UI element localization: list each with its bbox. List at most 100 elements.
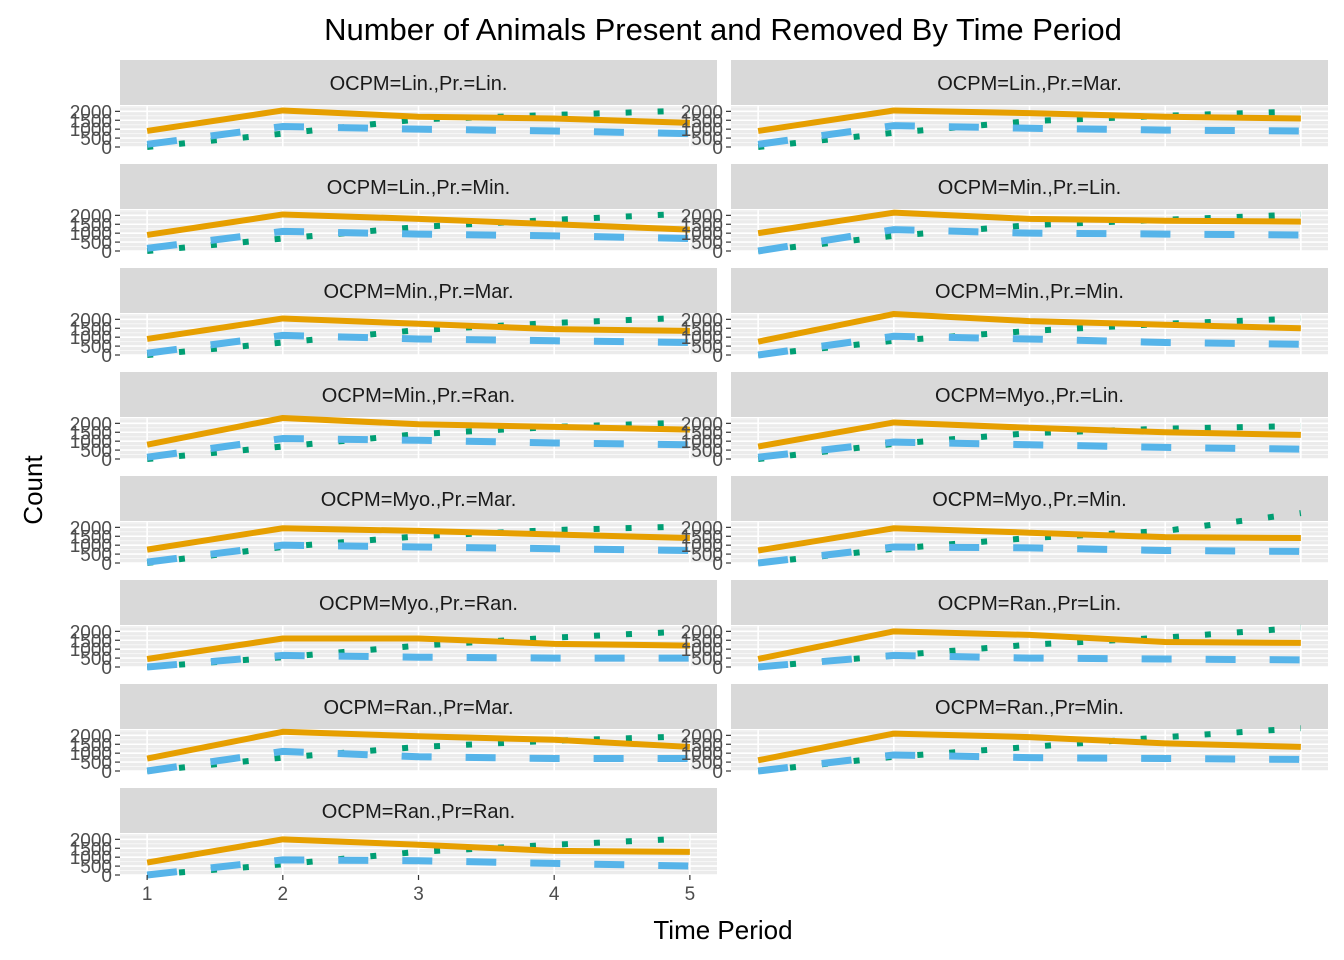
series-line-orange [146, 635, 690, 662]
y-tick-label: 2000 [681, 726, 723, 747]
y-tick-label: 500 [80, 857, 112, 878]
series-line-green [757, 725, 1302, 774]
y-tick-label: 2000 [681, 622, 723, 643]
chart-title: Number of Animals Present and Removed By… [324, 12, 1122, 47]
y-tick-label: 0 [101, 762, 112, 783]
y-tick-label: 1000 [70, 536, 112, 557]
series-line-green [146, 835, 691, 878]
y-tick-label: 1500 [70, 111, 112, 132]
facet-strip-label: OCPM=Myo.,Pr.=Lin. [935, 385, 1124, 407]
y-tick-label: 1500 [681, 735, 723, 756]
series-line-blue [146, 331, 690, 357]
facet-strip [120, 372, 717, 417]
series-line-blue [757, 438, 1301, 461]
series-line-orange [757, 107, 1301, 134]
y-tick-label: 1500 [70, 839, 112, 860]
facet-strip [731, 164, 1328, 209]
y-tick-label: 1500 [70, 735, 112, 756]
facet-strip-label: OCPM=Lin.,Pr.=Min. [327, 177, 510, 199]
facet-strip-label: OCPM=Myo.,Pr.=Min. [932, 489, 1127, 511]
series-line-blue [757, 751, 1301, 775]
y-tick-label: 500 [80, 129, 112, 150]
y-tick-label: 1000 [70, 120, 112, 141]
facet-strip [731, 60, 1328, 105]
y-tick-label: 0 [712, 138, 723, 159]
series-line-green [146, 314, 690, 358]
y-tick-label: 1000 [70, 744, 112, 765]
y-tick-label: 0 [101, 658, 112, 679]
series-line-green [757, 315, 1301, 358]
facet-strip [120, 684, 717, 729]
series-line-orange [757, 209, 1301, 237]
x-tick-label: 2 [278, 884, 289, 905]
facet-strip-label: OCPM=Myo.,Pr.=Mar. [321, 489, 517, 511]
y-tick-label: 2000 [70, 102, 112, 123]
y-tick-label: 500 [691, 337, 723, 358]
facet-strip [731, 476, 1328, 521]
y-tick-label: 500 [691, 233, 723, 254]
series-line-green [146, 628, 691, 670]
y-tick-label: 1000 [681, 640, 723, 661]
facet-strip-label: OCPM=Ran.,Pr=Ran. [322, 801, 515, 823]
series-line-orange [146, 211, 690, 238]
y-tick-label: 0 [712, 242, 723, 263]
y-tick-label: 1000 [70, 848, 112, 869]
y-tick-label: 0 [101, 450, 112, 471]
facet-strip-label: OCPM=Min.,Pr.=Mar. [323, 281, 513, 303]
y-tick-label: 1000 [681, 120, 723, 141]
series-line-orange [757, 419, 1301, 450]
facet-strip-label: OCPM=Ran.,Pr=Lin. [938, 593, 1121, 615]
y-tick-label: 500 [80, 441, 112, 462]
y-tick-label: 0 [101, 866, 112, 887]
series-line-blue [146, 541, 690, 566]
series-line-orange [146, 728, 691, 762]
facet-strip [731, 580, 1328, 625]
series-line-green [757, 423, 1301, 462]
series-line-blue [146, 227, 690, 252]
y-tick-label: 500 [691, 753, 723, 774]
series-line-blue [757, 543, 1301, 567]
y-tick-label: 1500 [70, 631, 112, 652]
y-tick-label: 0 [101, 554, 112, 575]
y-tick-label: 1000 [70, 432, 112, 453]
y-tick-label: 500 [80, 337, 112, 358]
facet-strip-label: OCPM=Min.,Pr.=Ran. [322, 385, 515, 407]
y-tick-label: 1000 [681, 744, 723, 765]
facet-strip [731, 372, 1328, 417]
y-tick-label: 1500 [681, 319, 723, 340]
series-line-green [146, 523, 690, 566]
series-line-blue [146, 651, 690, 671]
y-tick-label: 2000 [70, 518, 112, 539]
series-line-orange [757, 311, 1301, 345]
y-tick-label: 1500 [681, 423, 723, 444]
series-line-green [146, 210, 691, 254]
y-tick-label: 2000 [681, 102, 723, 123]
facet-strip-label: OCPM=Min.,Pr.=Min. [935, 281, 1124, 303]
y-tick-label: 1000 [681, 224, 723, 245]
series-line-orange [757, 525, 1301, 554]
y-tick-label: 0 [712, 450, 723, 471]
y-tick-label: 2000 [70, 726, 112, 747]
facet-strip [120, 164, 717, 209]
y-tick-label: 500 [80, 545, 112, 566]
y-tick-label: 0 [712, 346, 723, 367]
y-tick-label: 1000 [70, 224, 112, 245]
y-tick-label: 1000 [70, 640, 112, 661]
y-tick-label: 1500 [681, 527, 723, 548]
x-axis: 1 2 3 4 5 [142, 875, 695, 905]
facet-strip [120, 268, 717, 313]
y-tick-label: 500 [691, 649, 723, 670]
y-tick-label: 2000 [70, 830, 112, 851]
facet-strip-label: OCPM=Lin.,Pr.=Lin. [330, 73, 508, 95]
y-tick-label: 0 [101, 346, 112, 367]
